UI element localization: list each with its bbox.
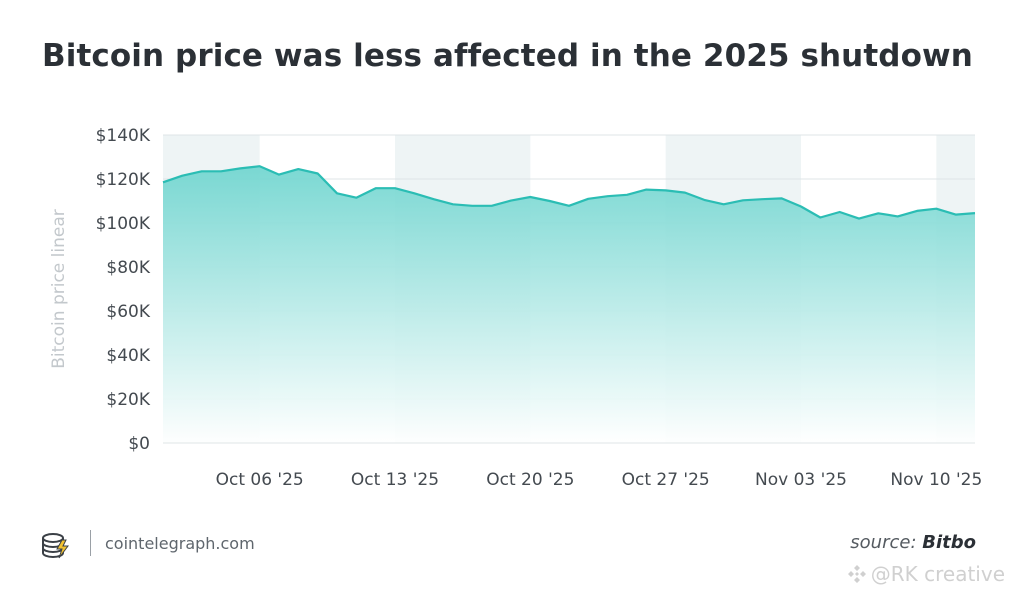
y-tick-label: $0: [128, 434, 150, 454]
source-name: Bitbo: [922, 532, 976, 553]
x-tick-label: Oct 27 '25: [622, 470, 710, 490]
y-tick-label: $140K: [96, 126, 151, 146]
price-line: [162, 165, 976, 220]
source-credit: source: Bitbo: [850, 532, 976, 553]
y-tick-label: $120K: [96, 170, 151, 190]
watermark-text: @RK creative: [870, 562, 1005, 586]
source-prefix: source:: [850, 532, 917, 553]
y-tick-label: $40K: [106, 346, 150, 366]
chart-title: Bitcoin price was less affected in the 2…: [42, 38, 973, 74]
site-name: cointelegraph.com: [105, 534, 255, 553]
y-tick-label: $100K: [96, 214, 151, 234]
binance-diamond-icon: [847, 565, 866, 583]
x-tick-label: Oct 06 '25: [216, 470, 304, 490]
x-tick-label: Nov 03 '25: [755, 470, 847, 490]
footer-divider: [90, 530, 91, 556]
x-tick-label: Nov 10 '25: [890, 470, 982, 490]
y-axis-label: Bitcoin price linear: [49, 209, 69, 369]
y-tick-label: $20K: [106, 390, 150, 410]
x-tick-label: Oct 20 '25: [486, 470, 574, 490]
cointelegraph-logo-icon: [42, 533, 69, 559]
watermark: @RK creative: [847, 562, 1005, 586]
x-tick-label: Oct 13 '25: [351, 470, 439, 490]
y-tick-label: $60K: [106, 302, 150, 322]
price-area: [163, 166, 975, 443]
y-tick-label: $80K: [106, 258, 150, 278]
